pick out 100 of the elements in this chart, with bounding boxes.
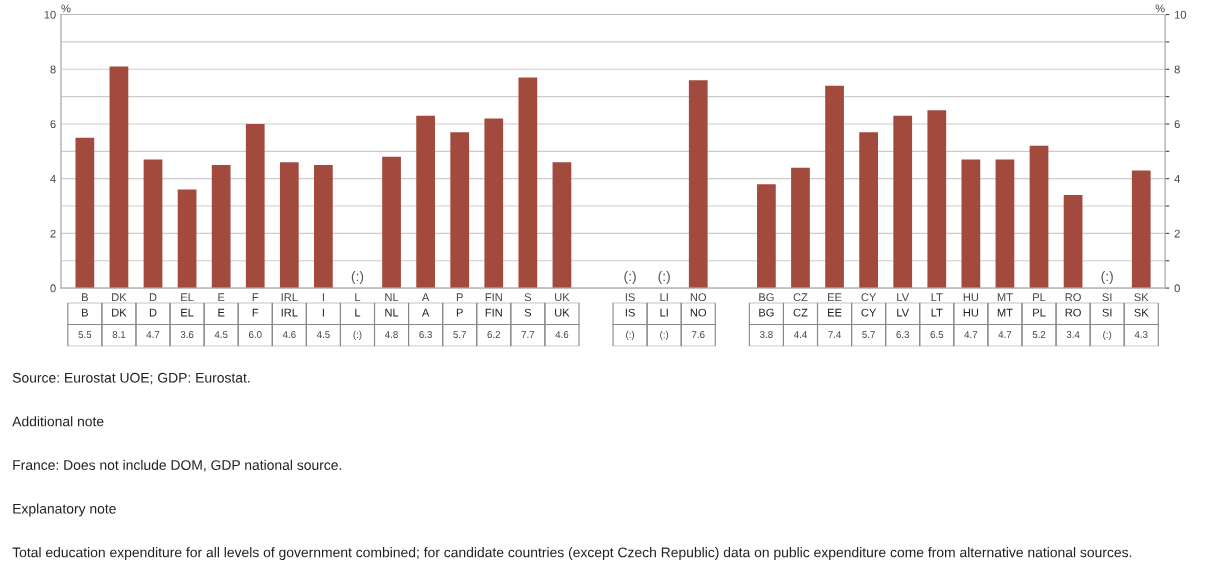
x-tick-label: A xyxy=(421,293,430,301)
data-label: 6.5 xyxy=(930,331,944,338)
y-axis-title: % xyxy=(61,4,71,13)
bar xyxy=(75,137,95,289)
x-tick-label: EL xyxy=(181,293,194,301)
text: (:) xyxy=(1103,330,1112,340)
category-label: EL xyxy=(181,308,194,317)
bar xyxy=(518,77,538,289)
category-label: IRL xyxy=(281,308,298,317)
y-tick-label: 4 xyxy=(50,175,56,183)
x-tick-label: MT xyxy=(997,293,1013,301)
category-label: MT xyxy=(997,308,1013,317)
data-label: 3.4 xyxy=(1066,331,1080,338)
category-label: A xyxy=(421,308,430,317)
bar xyxy=(109,66,129,289)
data-label: 7.4 xyxy=(828,331,842,338)
data-label: 3.8 xyxy=(760,331,773,338)
text: (:) xyxy=(624,271,636,284)
text: Additional note xyxy=(12,416,104,427)
bar xyxy=(791,167,810,289)
y2-tick-label: 10 xyxy=(1174,10,1187,19)
data-label: 4.6 xyxy=(282,331,296,338)
data-label: 6.2 xyxy=(487,331,501,338)
category-label: BG xyxy=(759,308,774,317)
bar xyxy=(211,165,231,289)
text: (:) xyxy=(1101,271,1113,284)
data-label: 5.7 xyxy=(862,331,875,338)
bar xyxy=(279,162,299,289)
category-label: F xyxy=(252,308,259,317)
category-label: RO xyxy=(1065,308,1081,317)
bar xyxy=(688,80,708,289)
category-label: I xyxy=(322,308,324,317)
y2-tick-label: 6 xyxy=(1174,120,1180,129)
bar xyxy=(143,159,163,289)
text: (:) xyxy=(351,271,364,284)
x-tick-label: CY xyxy=(861,293,877,302)
x-tick-label: EE xyxy=(828,293,842,301)
category-label: CY xyxy=(861,308,877,317)
category-label: L xyxy=(355,308,361,317)
y2-axis-title: % xyxy=(1155,4,1165,13)
data-label: 4.6 xyxy=(555,331,569,338)
data-label: 6.0 xyxy=(248,331,262,338)
x-tick-label: LT xyxy=(931,293,943,301)
source-note: Source: Eurostat UOE; GDP: Eurostat. xyxy=(12,372,250,385)
bar xyxy=(314,165,333,289)
text: (:) xyxy=(626,330,635,340)
data-label: 3.6 xyxy=(180,331,194,338)
text: (:) xyxy=(658,271,670,284)
category-label: SK xyxy=(1134,308,1149,317)
data-label: 4.4 xyxy=(793,331,807,338)
x-tick-label: FIN xyxy=(485,293,502,301)
y-tick-label: 2 xyxy=(50,229,56,238)
category-label: DK xyxy=(112,308,127,317)
bar xyxy=(1131,170,1151,289)
category-label: P xyxy=(456,308,463,317)
y2-tick-label: 8 xyxy=(1174,65,1180,74)
y-tick-label: 6 xyxy=(50,120,56,129)
category-label: B xyxy=(82,308,88,317)
bar xyxy=(484,118,504,289)
x-tick-label: S xyxy=(524,293,532,302)
data-label: 7.7 xyxy=(521,331,535,338)
category-label: LT xyxy=(931,308,943,317)
bar xyxy=(893,115,913,289)
bar xyxy=(245,123,265,289)
x-tick-label: F xyxy=(252,293,259,301)
bar xyxy=(825,85,844,289)
y-tick-label: 10 xyxy=(44,10,56,19)
x-tick-label: LI xyxy=(660,293,668,301)
category-label: CZ xyxy=(793,308,808,317)
x-tick-label: E xyxy=(218,293,225,301)
data-label: 5.2 xyxy=(1032,331,1046,338)
x-tick-label: HU xyxy=(963,293,979,302)
category-label: S xyxy=(524,308,532,317)
bar xyxy=(177,189,197,289)
category-label: PL xyxy=(1033,308,1046,317)
x-tick-label: BG xyxy=(759,293,774,302)
data-label: 4.5 xyxy=(214,331,228,338)
bar xyxy=(1063,195,1083,289)
category-label: SI xyxy=(1102,308,1112,317)
x-tick-label: RO xyxy=(1065,293,1081,302)
bar xyxy=(995,159,1015,289)
bar xyxy=(552,162,572,289)
y2-tick-label: 2 xyxy=(1174,229,1180,238)
x-tick-label: B xyxy=(82,293,88,301)
bar xyxy=(961,159,981,289)
x-tick-label: D xyxy=(149,293,157,301)
data-label: 5.5 xyxy=(78,331,92,338)
data-label: 4.7 xyxy=(146,331,160,338)
bar xyxy=(757,184,776,289)
x-tick-label: L xyxy=(355,293,361,301)
category-label: LV xyxy=(897,308,910,317)
text: (:) xyxy=(353,330,362,340)
x-tick-label: NL xyxy=(385,293,399,301)
category-label: EE xyxy=(828,308,842,317)
y2-tick-label: 4 xyxy=(1174,175,1180,183)
bar xyxy=(927,110,947,289)
x-tick-label: UK xyxy=(555,293,570,302)
text: Total education expenditure for all levels of government combined; for candidate countries (except Czech Republic) data on public expenditure come from alternative national sources. xyxy=(12,547,1132,561)
x-tick-label: P xyxy=(456,293,463,301)
x-tick-label: IS xyxy=(625,293,635,302)
